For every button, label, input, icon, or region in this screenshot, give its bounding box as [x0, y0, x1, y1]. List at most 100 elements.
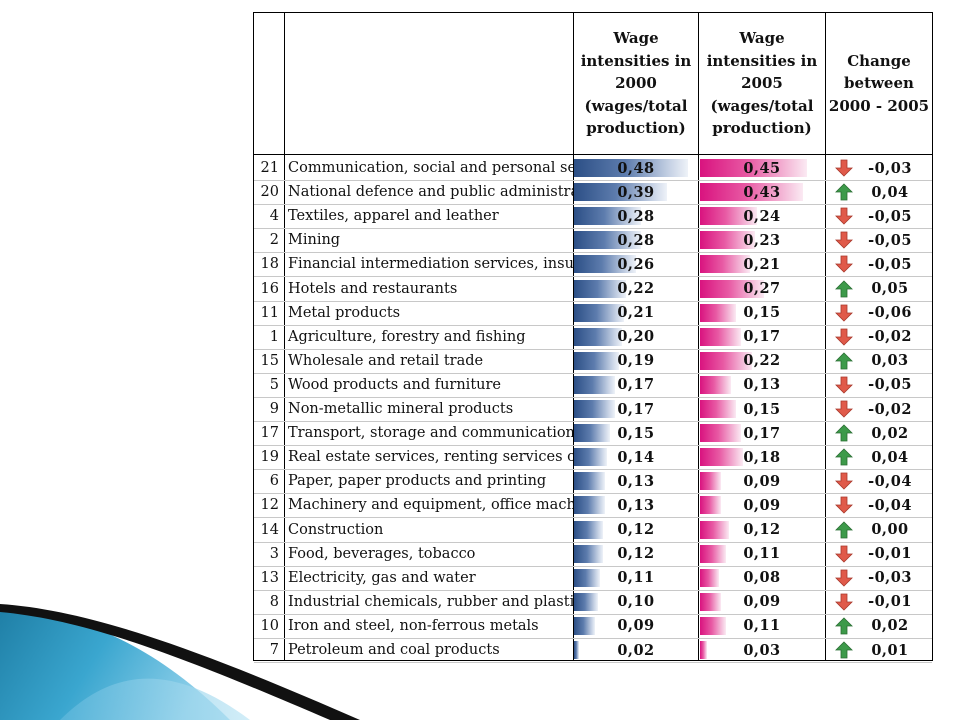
arrow-down-icon	[832, 566, 856, 590]
row-code: 11	[260, 304, 279, 321]
bar-2005	[700, 375, 731, 394]
bar-2005	[700, 400, 736, 418]
header-2005-label: Wage intensities in 2005 (wages/total pr…	[706, 29, 818, 138]
header-change-label: Change between 2000 - 2005	[828, 51, 930, 115]
bar-2005	[700, 303, 736, 322]
bar-2005	[700, 520, 729, 539]
header-change: Change between 2000 - 2005	[826, 13, 932, 154]
bar-2000	[574, 183, 667, 202]
value-2005: 0,11	[743, 545, 781, 563]
bar-2000	[574, 159, 689, 177]
row-code: 19	[260, 449, 279, 466]
arrow-down-icon	[832, 373, 856, 397]
bar-2000	[574, 641, 579, 659]
value-2005: 0,09	[743, 472, 781, 490]
row-code: 1	[269, 328, 279, 345]
row-code: 15	[260, 352, 279, 369]
table-row: 20 National defence and public administra…	[254, 180, 932, 206]
value-2005: 0,22	[743, 352, 781, 370]
bar-2005	[700, 183, 803, 202]
row-code: 2	[269, 232, 279, 249]
row-code: 7	[269, 642, 279, 658]
value-change: -0,03	[868, 569, 912, 587]
bar-2000	[574, 448, 608, 467]
arrow-down-icon	[832, 542, 856, 566]
value-2005: 0,17	[743, 424, 781, 442]
table-row: 17 Transport, storage and communication 0,…	[254, 421, 932, 447]
header-2005: Wage intensities in 2005 (wages/total pr…	[700, 13, 824, 154]
value-change: -0,02	[868, 400, 912, 418]
table-row: 9 Non-metallic mineral products 0,17 0,15 -0…	[254, 397, 932, 422]
value-2005: 0,15	[743, 304, 781, 322]
bar-2005	[700, 544, 727, 563]
bar-2000	[574, 255, 636, 274]
value-2000: 0,19	[617, 352, 655, 370]
row-code: 12	[260, 497, 279, 514]
value-2000: 0,02	[617, 641, 655, 659]
value-2000: 0,12	[617, 545, 655, 563]
bar-2000	[574, 472, 605, 491]
bar-2005	[700, 496, 722, 515]
table-row: 3 Food, beverages, tobacco 0,12 0,11 -0,01	[254, 542, 932, 567]
bar-2000	[574, 400, 615, 418]
arrow-up-icon	[832, 638, 856, 662]
value-change: 0,01	[871, 641, 909, 659]
row-code: 20	[260, 184, 279, 201]
bar-2000	[574, 327, 622, 346]
value-change: 0,03	[871, 352, 909, 370]
arrow-up-icon	[832, 445, 856, 469]
value-2005: 0,23	[743, 231, 781, 249]
bar-2000	[574, 424, 610, 443]
row-industry-name: Communication, social and personal servi…	[288, 160, 573, 176]
arrow-down-icon	[832, 493, 856, 517]
table-row: 18 Financial intermediation services, ins…	[254, 252, 932, 278]
value-2005: 0,27	[743, 280, 781, 297]
row-code: 17	[260, 425, 279, 442]
value-2000: 0,20	[617, 328, 655, 346]
value-change: 0,04	[871, 183, 909, 201]
row-industry-name: Food, beverages, tobacco	[288, 545, 476, 562]
bar-2005	[700, 279, 765, 298]
table-row: 13 Electricity, gas and water 0,11 0,08 -0,0…	[254, 566, 932, 591]
bar-2005	[700, 255, 751, 274]
arrow-up-icon	[832, 518, 856, 542]
row-industry-name: National defence and public administrati…	[288, 184, 573, 201]
bar-2000	[574, 616, 596, 635]
row-code: 14	[260, 521, 279, 538]
bar-2005	[700, 327, 741, 346]
row-code: 6	[269, 473, 279, 490]
wage-intensity-table: Wage intensities in 2000 (wages/total pr…	[253, 12, 933, 663]
value-2000: 0,28	[617, 207, 655, 225]
bar-2005	[700, 472, 722, 491]
arrow-down-icon	[832, 204, 856, 228]
bar-2000	[574, 231, 641, 250]
value-2000: 0,13	[617, 496, 655, 514]
arrow-up-icon	[832, 614, 856, 638]
arrow-down-icon	[832, 397, 856, 421]
value-change: 0,02	[871, 617, 909, 635]
bar-2000	[574, 279, 627, 298]
value-2005: 0,08	[743, 569, 781, 587]
bar-2005	[700, 568, 720, 587]
bar-2005	[700, 641, 708, 659]
row-industry-name: Transport, storage and communication	[288, 425, 573, 442]
row-industry-name: Hotels and restaurants	[288, 280, 458, 297]
value-2000: 0,09	[617, 617, 655, 635]
value-2000: 0,13	[617, 472, 655, 490]
value-2005: 0,13	[743, 376, 781, 394]
row-industry-name: Construction	[288, 521, 384, 538]
arrow-up-icon	[832, 180, 856, 204]
row-industry-name: Wholesale and retail trade	[288, 352, 484, 369]
bar-2005	[700, 351, 753, 370]
row-code: 16	[260, 280, 279, 297]
table-row: 16 Hotels and restaurants 0,22 0,27 0,05	[254, 277, 932, 302]
value-2000: 0,39	[617, 183, 655, 201]
value-2005: 0,15	[743, 400, 781, 418]
bar-2000	[574, 303, 625, 322]
table-row: 19 Real estate services, renting services…	[254, 445, 932, 471]
value-change: -0,03	[868, 159, 912, 177]
row-industry-name: Non-metallic mineral products	[288, 401, 514, 417]
value-2000: 0,28	[617, 231, 655, 249]
bar-2005	[700, 448, 743, 467]
row-industry-name: Petroleum and coal products	[288, 642, 500, 658]
